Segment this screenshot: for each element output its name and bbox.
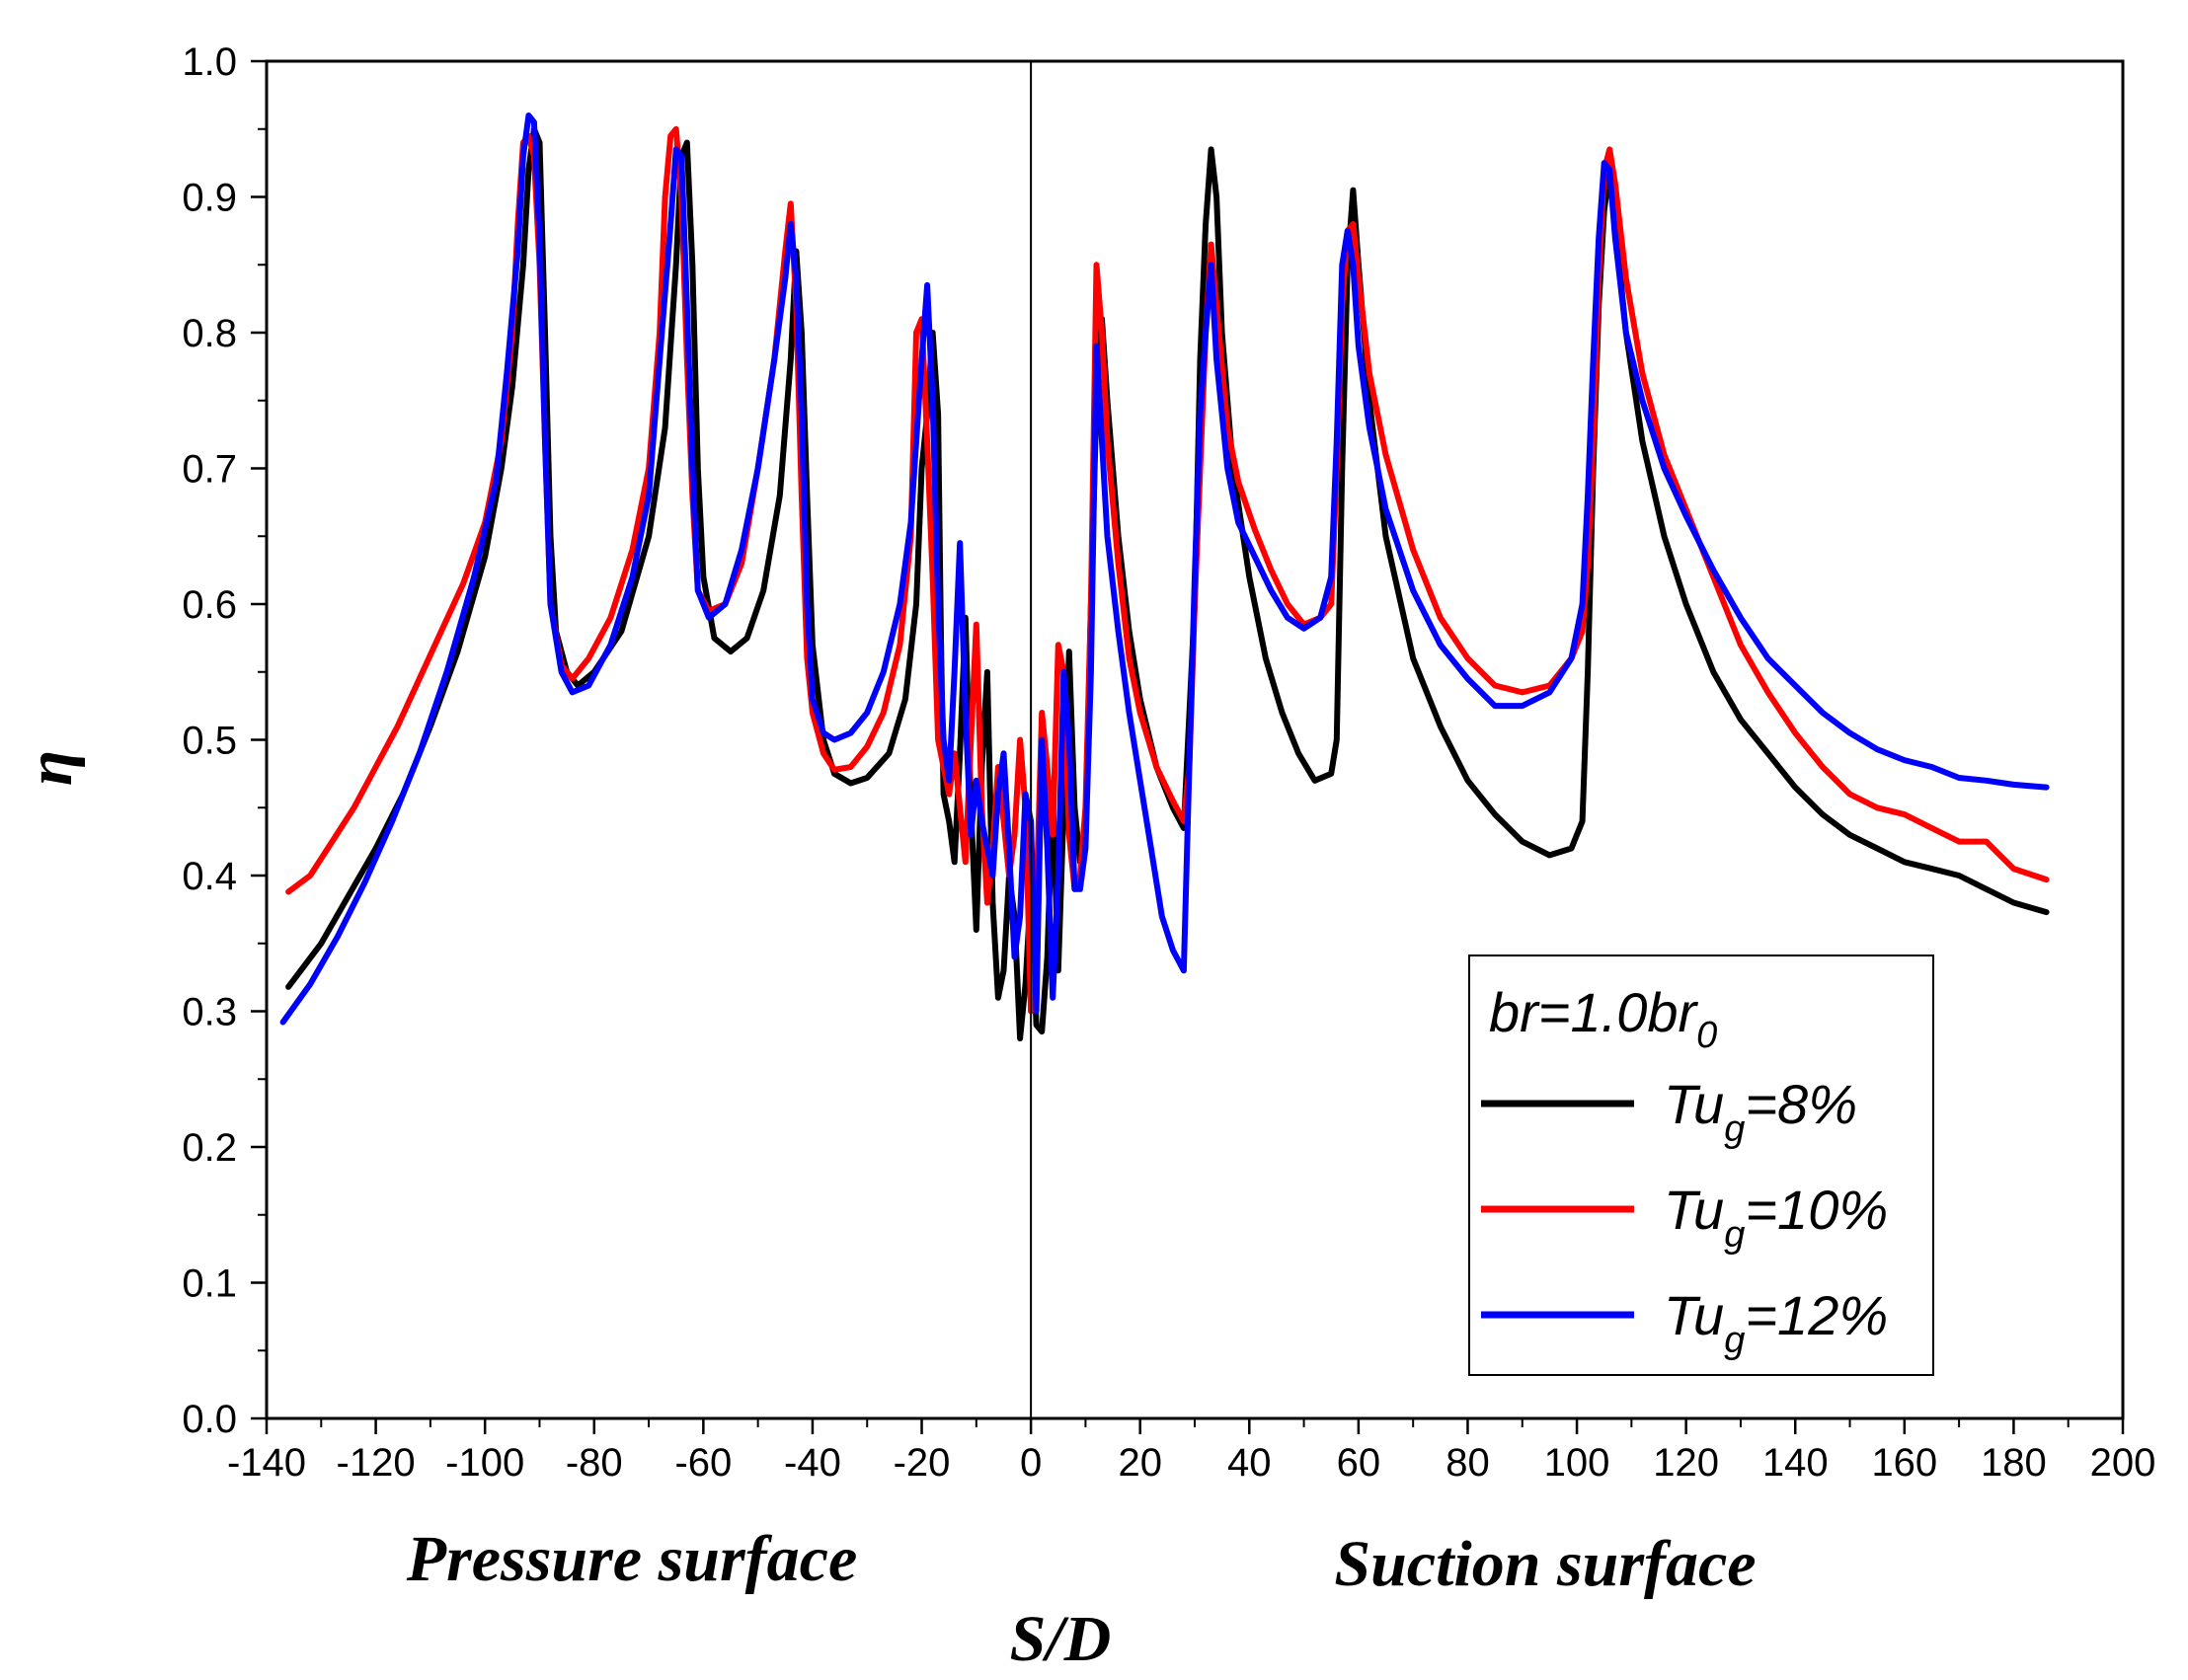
x-tick-label: -20 xyxy=(894,1441,951,1485)
x-tick-label: 200 xyxy=(2090,1441,2156,1485)
legend-box xyxy=(1468,955,1934,1376)
y-tick-label: 0.4 xyxy=(182,855,237,898)
y-tick-label: 1.0 xyxy=(182,40,237,84)
x-tick-label: 60 xyxy=(1337,1441,1381,1485)
legend-entries: Tug=8% Tug=10% Tug=12% xyxy=(1481,1073,1888,1361)
y-tick-label: 0.2 xyxy=(182,1126,237,1170)
legend-title: br=1.0br0 xyxy=(1489,981,1717,1056)
y-tick-label: 0.0 xyxy=(182,1398,237,1441)
suction-surface-label: Suction surface xyxy=(1334,1528,1756,1600)
y-tick-label: 0.6 xyxy=(182,583,237,627)
x-tick-label: 0 xyxy=(1020,1441,1042,1485)
y-tick-label: 0.1 xyxy=(182,1262,237,1306)
series-line-1 xyxy=(285,125,2050,1041)
pressure-surface-label: Pressure surface xyxy=(406,1523,858,1595)
x-tick-label: -100 xyxy=(445,1441,524,1485)
series-layer xyxy=(279,113,2050,1041)
legend-label-2: Tug=10% xyxy=(1664,1179,1888,1256)
legend-title-main: br=1.0br xyxy=(1489,981,1698,1043)
x-tick-label: 80 xyxy=(1446,1441,1490,1485)
x-tick-label: 40 xyxy=(1227,1441,1272,1485)
y-tick-label: 0.9 xyxy=(182,177,237,220)
series-line-3 xyxy=(279,113,2050,1026)
y-tick-label: 0.3 xyxy=(182,991,237,1034)
y-tick-label: 0.5 xyxy=(182,720,237,763)
tick-layer: -140 -120 -100 -80 -60 -40 -20 0 20 40 60 80 100 120 1… xyxy=(182,40,2155,1485)
legend-label-3: Tug=12% xyxy=(1664,1284,1888,1361)
x-tick-label: -140 xyxy=(227,1441,306,1485)
y-tick-label: 0.8 xyxy=(182,312,237,355)
x-tick-label: 180 xyxy=(1981,1441,2047,1485)
legend: br=1.0br0 Tug=8% Tug=10% Tug=12% xyxy=(1468,955,1934,1376)
x-tick-label: -40 xyxy=(784,1441,841,1485)
x-axis-title: S/D xyxy=(1010,1603,1112,1675)
y-axis-title: η xyxy=(14,750,86,786)
x-tick-label: 140 xyxy=(1762,1441,1829,1485)
x-tick-label: -120 xyxy=(337,1441,416,1485)
legend-title-sub: 0 xyxy=(1696,1015,1717,1056)
x-tick-label: 20 xyxy=(1118,1441,1162,1485)
x-tick-label: -80 xyxy=(566,1441,623,1485)
y-tick-label: 0.7 xyxy=(182,448,237,492)
x-tick-label: 100 xyxy=(1544,1441,1610,1485)
x-tick-label: -60 xyxy=(674,1441,732,1485)
plot-frame xyxy=(265,59,2125,1420)
x-tick-label: 160 xyxy=(1871,1441,1937,1485)
legend-label-1: Tug=8% xyxy=(1664,1073,1857,1150)
x-tick-label: 120 xyxy=(1653,1441,1719,1485)
